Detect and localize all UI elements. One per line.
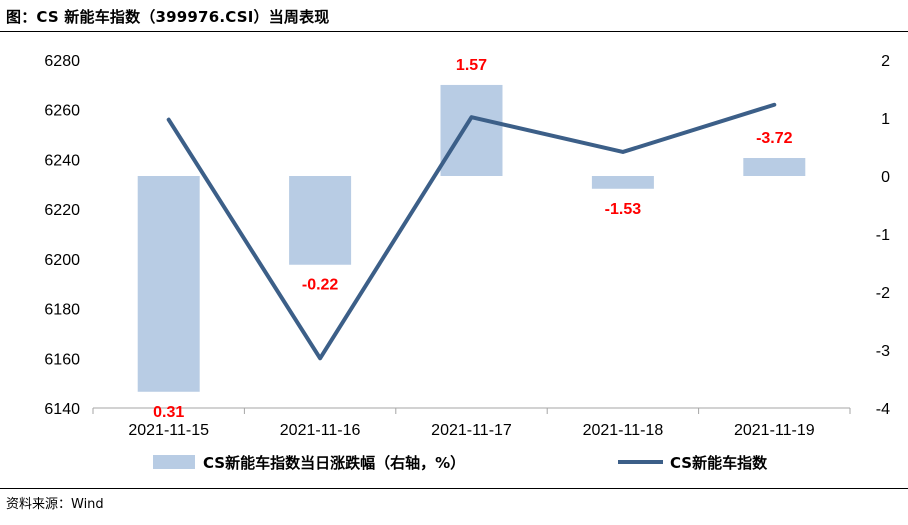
change-bar <box>137 176 200 392</box>
chart-title: 图：CS 新能车指数（399976.CSI）当周表现 <box>6 8 330 26</box>
left-tick-label: 6200 <box>44 252 80 269</box>
right-tick-label: -2 <box>876 285 890 302</box>
legend-line-label: CS新能车指数 <box>670 454 768 472</box>
change-bar <box>591 176 654 189</box>
legend-bar-label: CS新能车指数当日涨跌幅（右轴，%） <box>203 454 465 472</box>
bar-data-labels: 0.31 -0.22 1.57 -1.53 -3.72 <box>153 57 793 421</box>
right-tick-label: 0 <box>881 169 890 186</box>
legend: CS新能车指数当日涨跌幅（右轴，%） CS新能车指数 <box>153 454 768 472</box>
x-axis-ticks: 2021-11-15 2021-11-16 2021-11-17 2021-11-18… <box>92 408 851 439</box>
change-bar <box>743 158 806 176</box>
left-axis-ticks: 6140 6160 6180 6200 6220 6240 6260 6280 <box>44 53 80 418</box>
x-tick-label: 2021-11-15 <box>128 422 209 439</box>
bar-data-label: 1.57 <box>456 57 487 74</box>
legend-bar-swatch <box>153 455 195 469</box>
change-bar <box>440 84 503 176</box>
bar-data-label: -3.72 <box>756 130 793 147</box>
left-tick-label: 6220 <box>44 202 80 219</box>
left-tick-label: 6240 <box>44 152 80 169</box>
left-tick-label: 6260 <box>44 103 80 120</box>
line-series <box>166 102 777 361</box>
left-tick-label: 6180 <box>44 302 80 319</box>
right-tick-label: -1 <box>876 227 890 244</box>
source-note: 资料来源：Wind <box>6 497 104 512</box>
right-tick-label: -3 <box>876 343 890 360</box>
right-tick-label: -4 <box>876 401 890 418</box>
index-line <box>166 102 777 361</box>
left-tick-label: 6140 <box>44 401 80 418</box>
right-tick-label: 1 <box>881 111 890 128</box>
change-bar <box>289 176 352 265</box>
right-axis-ticks: -4 -3 -2 -1 0 1 2 <box>876 53 890 418</box>
bar-data-label: 0.31 <box>153 404 184 421</box>
bar-data-label: -1.53 <box>605 201 642 218</box>
source-divider <box>0 488 908 489</box>
title-divider <box>0 31 908 32</box>
left-tick-label: 6280 <box>44 53 80 70</box>
left-tick-label: 6160 <box>44 351 80 368</box>
x-tick-label: 2021-11-18 <box>583 422 664 439</box>
x-tick-label: 2021-11-16 <box>280 422 361 439</box>
bar-data-label: -0.22 <box>302 277 339 294</box>
right-tick-label: 2 <box>881 53 890 70</box>
bar-series <box>137 84 806 392</box>
x-tick-label: 2021-11-17 <box>431 422 512 439</box>
x-tick-label: 2021-11-19 <box>734 422 815 439</box>
